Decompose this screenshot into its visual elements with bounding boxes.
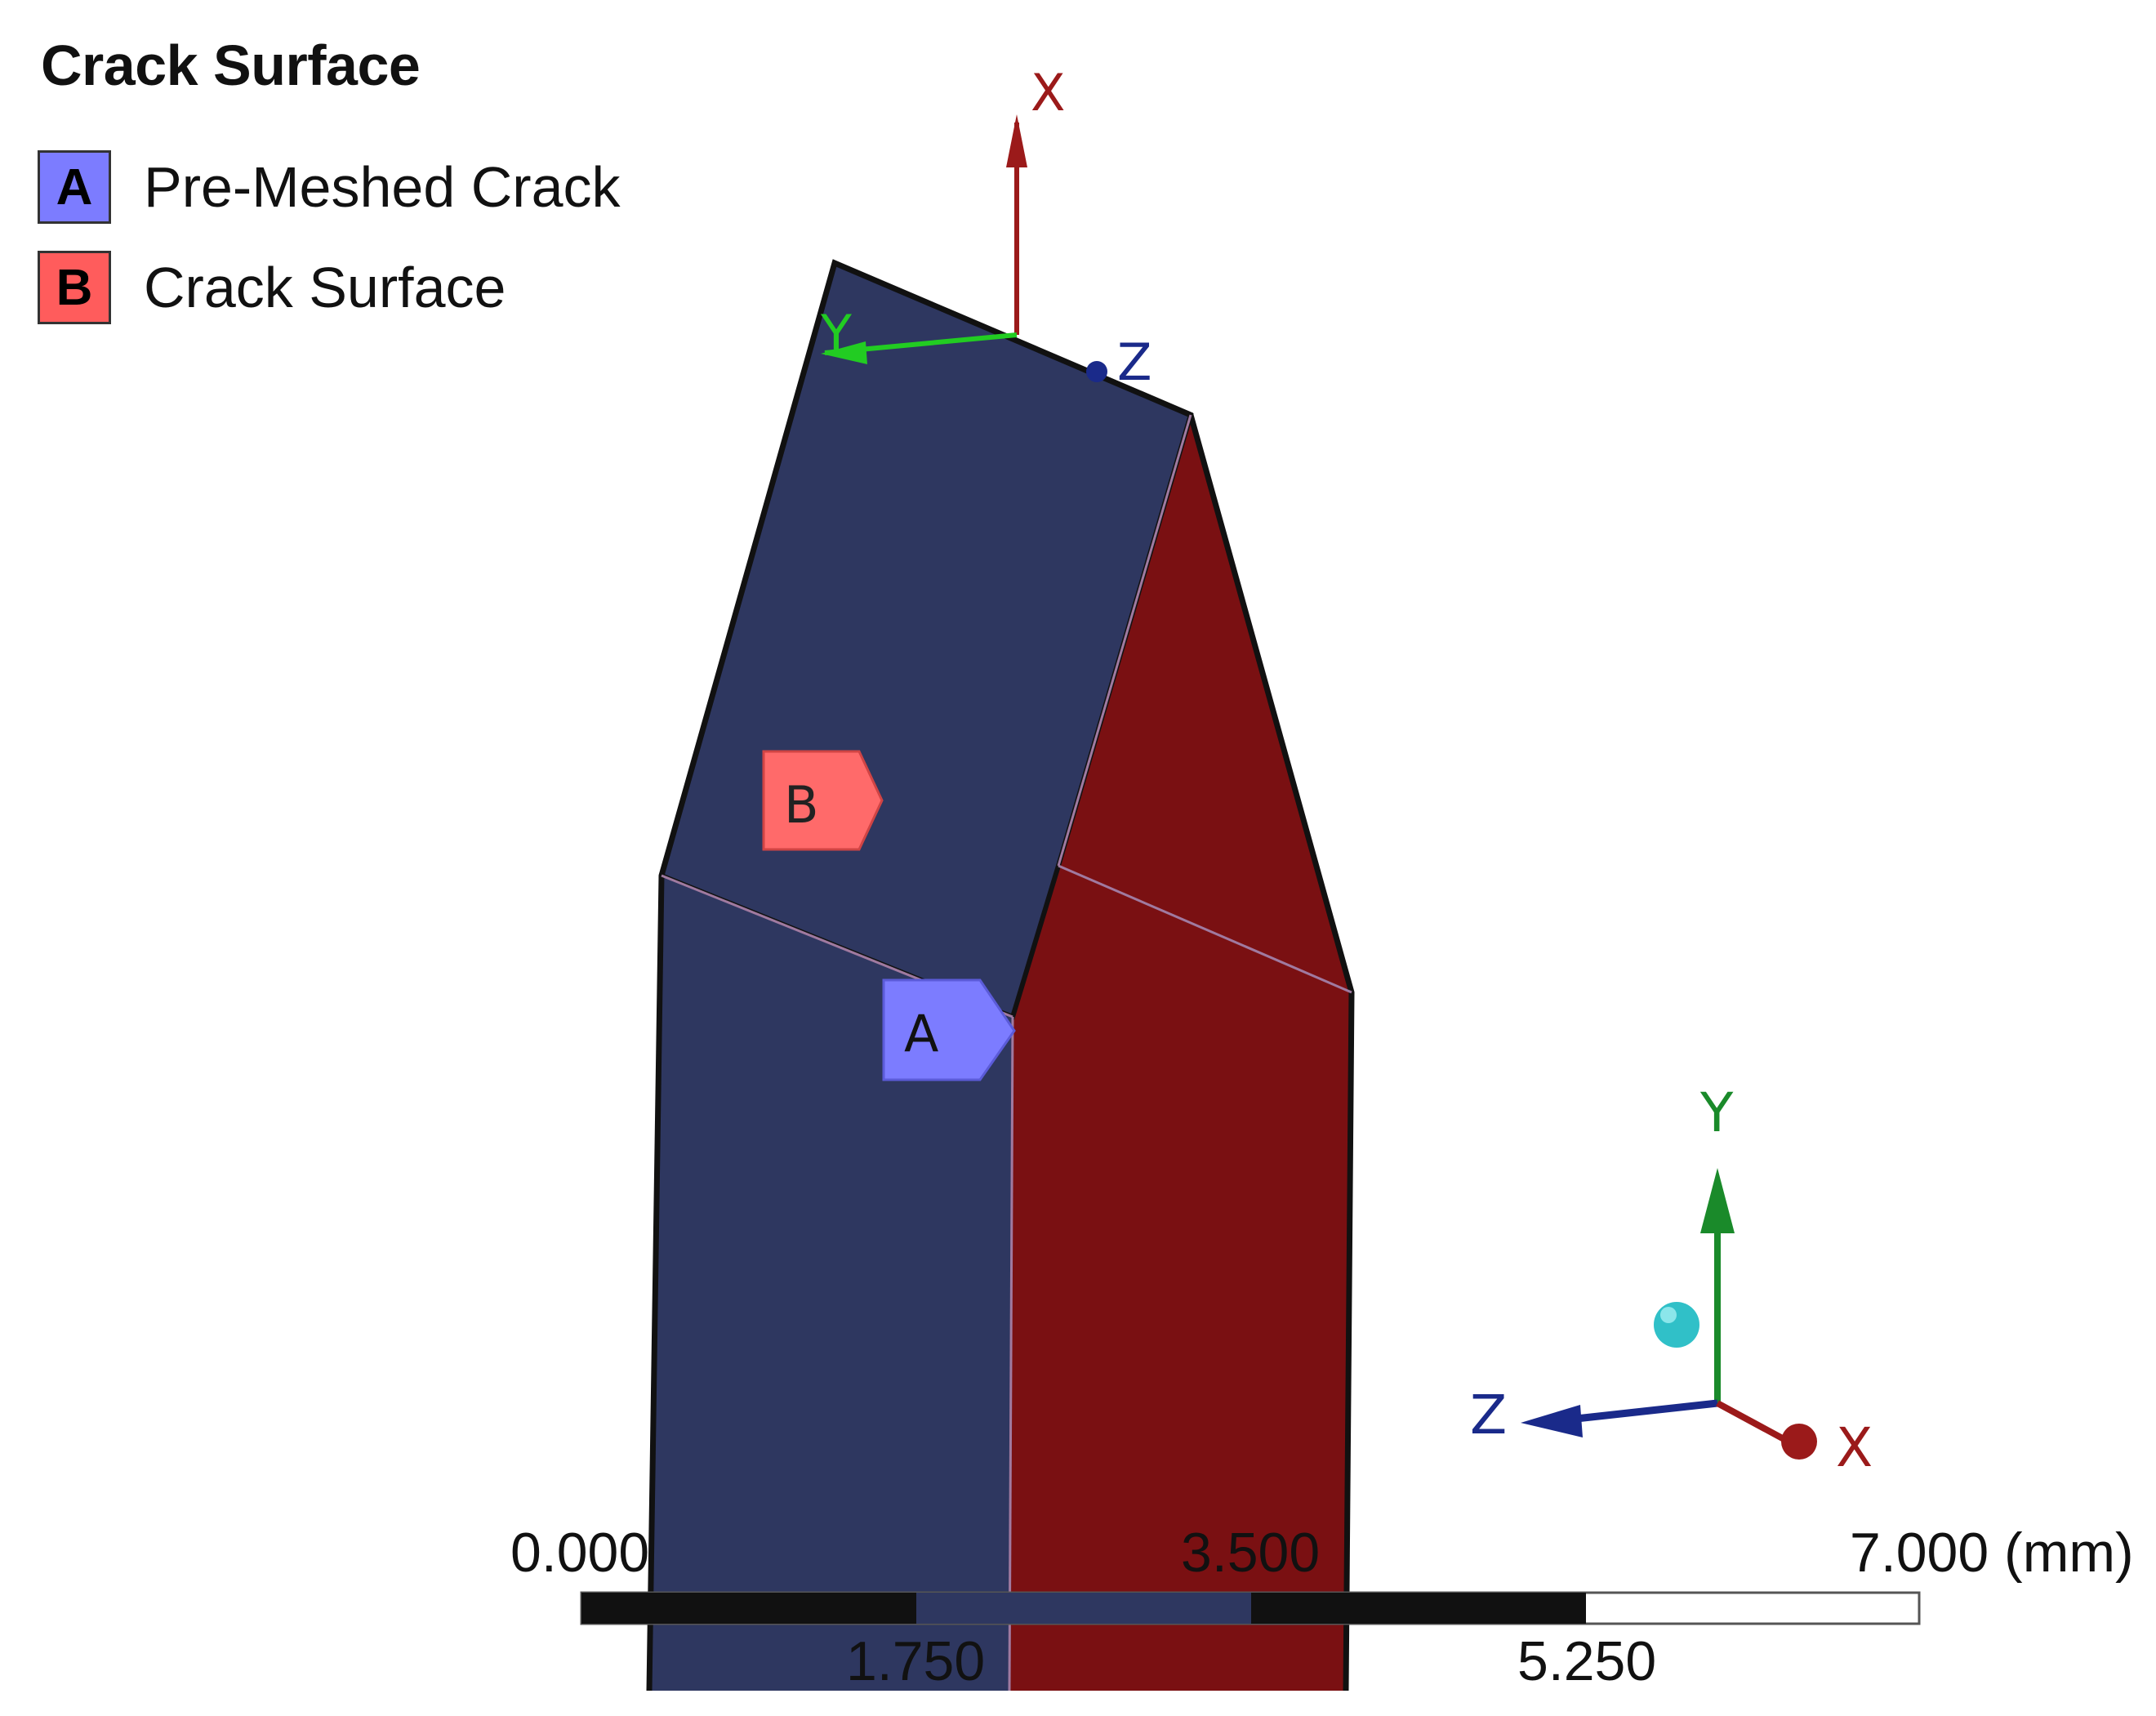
legend-item-crack-surface[interactable]: B Crack Surface (38, 249, 506, 326)
triad-origin-ball[interactable] (1654, 1302, 1699, 1348)
model-outline (646, 259, 1355, 1691)
scale-bar-segment-1 (581, 1593, 916, 1624)
legend-title: Crack Surface (41, 33, 421, 97)
triad-x-ball (1781, 1424, 1817, 1460)
scale-bar-segment-2 (916, 1593, 1251, 1624)
model-edge-mid-right (1058, 864, 1352, 994)
model-edge-diagonal (1057, 414, 1192, 867)
model-face-left-lower[interactable] (649, 876, 1013, 1691)
model-edge-vertical (1008, 1016, 1014, 1691)
scale-bar-segment-3 (1251, 1593, 1586, 1624)
triad-x-label: X (1836, 1416, 1873, 1479)
legend-label-pre-meshed-crack: Pre-Meshed Crack (144, 155, 621, 219)
triad-z-label: Z (1470, 1384, 1507, 1446)
scale-label-7: 7.000 (mm) (1850, 1522, 2134, 1584)
triad-origin-ball-highlight (1660, 1307, 1677, 1323)
local-z-label: Z (1117, 332, 1152, 392)
triad-y-label: Y (1699, 1081, 1734, 1144)
triad-y-arrowhead (1700, 1168, 1735, 1233)
local-x-label: X (1031, 63, 1065, 123)
model-face-right-lower[interactable] (1009, 866, 1352, 1691)
legend-label-crack-surface: Crack Surface (144, 256, 506, 319)
triad-z-axis (1575, 1399, 1718, 1423)
scale-label-5-25: 5.250 (1517, 1630, 1657, 1692)
triad-x-axis (1716, 1400, 1790, 1445)
scale-label-3-5: 3.500 (1181, 1522, 1321, 1584)
local-y-label: Y (820, 304, 852, 363)
model-face-right-upper[interactable] (1058, 415, 1352, 992)
legend-swatch-b: B (38, 251, 111, 324)
local-z-point (1086, 361, 1107, 382)
scale-label-1-75: 1.750 (846, 1630, 986, 1692)
local-y-arrowhead (821, 341, 867, 364)
scale-label-0: 0.000 (510, 1522, 650, 1584)
legend-item-pre-meshed-crack[interactable]: A Pre-Meshed Crack (38, 149, 621, 225)
local-x-arrowhead (1006, 114, 1027, 167)
triad-z-arrowhead (1521, 1405, 1583, 1437)
legend-swatch-a: A (38, 150, 111, 224)
